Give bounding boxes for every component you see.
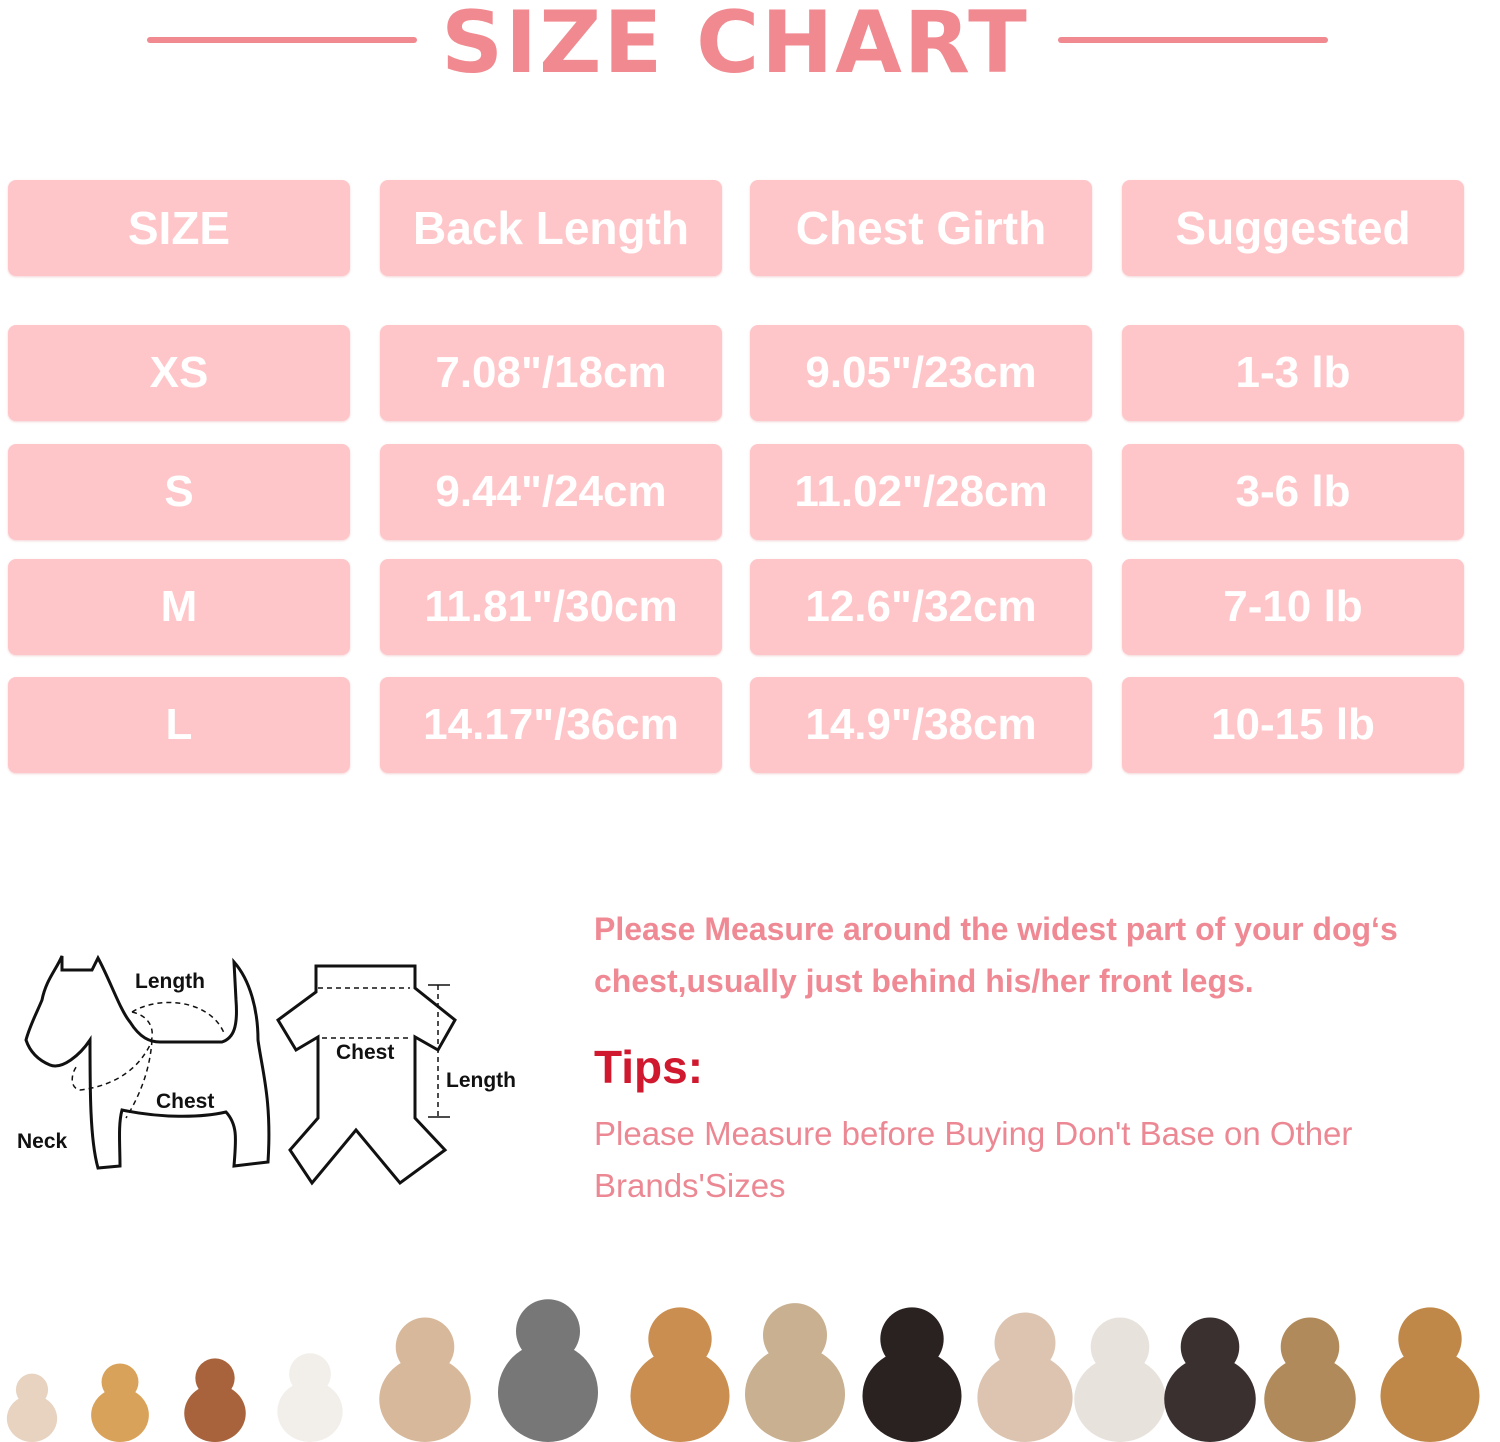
measurement-diagram: Length Chest Neck Chest Length bbox=[17, 954, 516, 1186]
header-chest-girth: Chest Girth bbox=[750, 180, 1092, 276]
garment-length-label: Length bbox=[446, 1069, 516, 1092]
measure-note: Please Measure around the widest part of… bbox=[594, 911, 1398, 999]
cell-suggested: 1-3 lb bbox=[1122, 325, 1464, 421]
dog-photo bbox=[91, 1363, 149, 1442]
tips-body: Please Measure before Buying Don't Base … bbox=[594, 1115, 1353, 1204]
cell-suggested: 10-15 lb bbox=[1122, 677, 1464, 773]
dog-breeds-photo-strip bbox=[6, 1299, 1480, 1442]
cell-chest-girth: 12.6"/32cm bbox=[750, 559, 1092, 655]
header-size: SIZE bbox=[8, 180, 350, 276]
header-suggested: Suggested bbox=[1122, 180, 1464, 276]
dog-photo bbox=[1264, 1317, 1356, 1442]
dog-photo bbox=[1380, 1307, 1480, 1442]
dog-photo bbox=[630, 1307, 730, 1442]
dog-photo bbox=[745, 1303, 845, 1442]
page-title: SIZE CHART bbox=[441, 0, 1029, 93]
dog-chest-label: Chest bbox=[156, 1090, 214, 1113]
garment-chest-label: Chest bbox=[336, 1041, 394, 1064]
cell-back-length: 7.08"/18cm bbox=[380, 325, 722, 421]
dog-photo bbox=[1164, 1317, 1256, 1442]
dog-photo bbox=[6, 1373, 58, 1442]
cell-suggested: 7-10 lb bbox=[1122, 559, 1464, 655]
garment-outline-icon bbox=[276, 964, 457, 1186]
cell-chest-girth: 9.05"/23cm bbox=[750, 325, 1092, 421]
cell-suggested: 3-6 lb bbox=[1122, 444, 1464, 540]
cell-back-length: 14.17"/36cm bbox=[380, 677, 722, 773]
dog-photo bbox=[498, 1299, 598, 1442]
cell-chest-girth: 14.9"/38cm bbox=[750, 677, 1092, 773]
dog-photo bbox=[277, 1353, 343, 1442]
title-line-right bbox=[1058, 37, 1328, 43]
dog-photo bbox=[379, 1317, 471, 1442]
cell-chest-girth: 11.02"/28cm bbox=[750, 444, 1092, 540]
dog-photo bbox=[862, 1307, 962, 1442]
dog-outline-icon bbox=[24, 954, 271, 1170]
header-back-length: Back Length bbox=[380, 180, 722, 276]
cell-back-length: 11.81"/30cm bbox=[380, 559, 722, 655]
dog-photo bbox=[184, 1358, 246, 1442]
cell-back-length: 9.44"/24cm bbox=[380, 444, 722, 540]
dog-photo bbox=[977, 1312, 1073, 1442]
cell-size: S bbox=[8, 444, 350, 540]
cell-size: XS bbox=[8, 325, 350, 421]
dog-photo bbox=[1074, 1317, 1166, 1442]
title-line-left bbox=[147, 37, 417, 43]
cell-size: L bbox=[8, 677, 350, 773]
tips-heading: Tips: bbox=[594, 1041, 704, 1093]
dog-length-label: Length bbox=[135, 970, 205, 993]
dog-neck-label: Neck bbox=[17, 1130, 68, 1153]
cell-size: M bbox=[8, 559, 350, 655]
